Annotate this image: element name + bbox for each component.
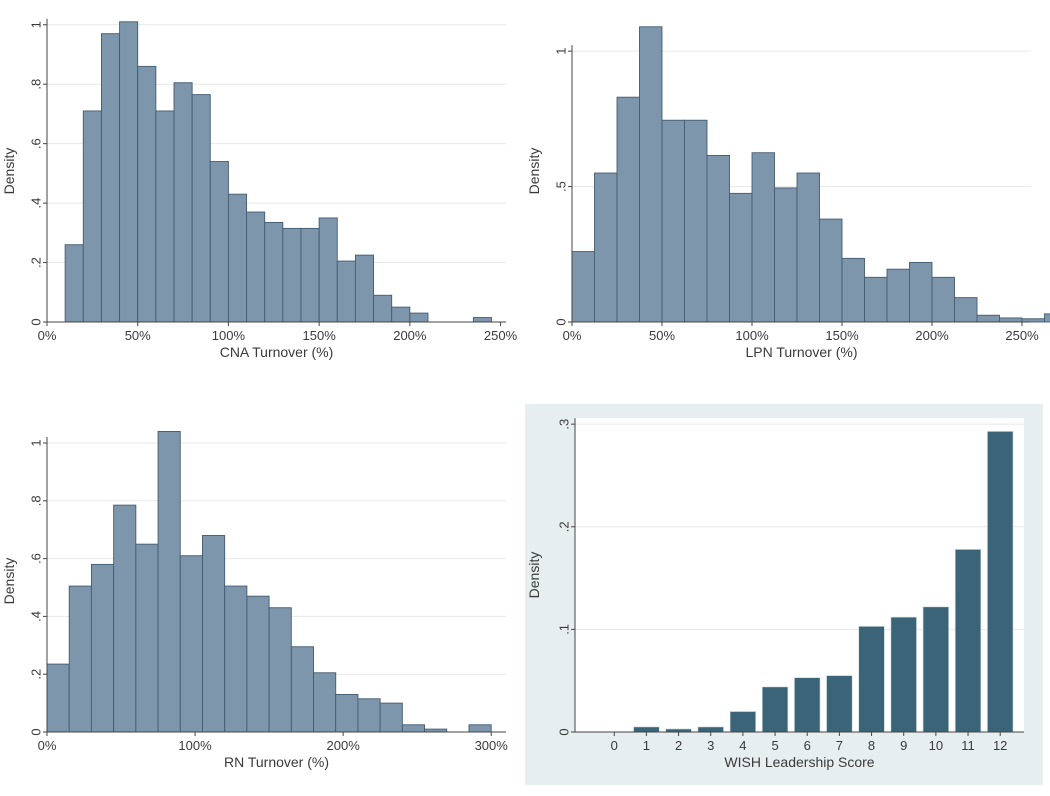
svg-text:0: 0 xyxy=(28,318,43,325)
svg-text:1: 1 xyxy=(28,439,43,446)
svg-text:Density: Density xyxy=(1,558,17,605)
svg-text:WISH Leadership Score: WISH Leadership Score xyxy=(724,754,874,770)
svg-text:0: 0 xyxy=(556,728,571,735)
svg-text:250%: 250% xyxy=(484,328,518,343)
svg-text:11: 11 xyxy=(961,738,975,753)
svg-text:.4: .4 xyxy=(28,198,43,209)
svg-text:0: 0 xyxy=(611,738,618,753)
svg-text:150%: 150% xyxy=(825,328,859,343)
svg-text:200%: 200% xyxy=(327,738,361,753)
svg-text:1: 1 xyxy=(553,48,568,55)
svg-text:5: 5 xyxy=(771,738,778,753)
svg-text:6: 6 xyxy=(804,738,811,753)
svg-text:200%: 200% xyxy=(915,328,949,343)
svg-text:.8: .8 xyxy=(28,79,43,90)
svg-text:9: 9 xyxy=(900,738,907,753)
svg-text:.4: .4 xyxy=(28,611,43,622)
svg-text:LPN Turnover (%): LPN Turnover (%) xyxy=(745,344,857,360)
svg-text:0%: 0% xyxy=(563,328,582,343)
svg-text:0%: 0% xyxy=(38,328,57,343)
svg-text:3: 3 xyxy=(707,738,714,753)
svg-text:10: 10 xyxy=(929,738,943,753)
svg-text:Density: Density xyxy=(1,148,17,195)
svg-text:1: 1 xyxy=(643,738,650,753)
svg-text:Density: Density xyxy=(526,148,542,195)
svg-text:50%: 50% xyxy=(649,328,675,343)
svg-text:.5: .5 xyxy=(553,181,568,192)
svg-text:100%: 100% xyxy=(178,738,212,753)
svg-text:7: 7 xyxy=(836,738,843,753)
svg-text:.6: .6 xyxy=(28,553,43,564)
svg-text:50%: 50% xyxy=(125,328,151,343)
svg-text:.2: .2 xyxy=(28,257,43,268)
svg-text:.2: .2 xyxy=(556,521,571,532)
svg-text:300%: 300% xyxy=(475,738,509,753)
svg-text:200%: 200% xyxy=(393,328,427,343)
svg-text:150%: 150% xyxy=(303,328,337,343)
svg-text:100%: 100% xyxy=(212,328,246,343)
svg-text:250%: 250% xyxy=(1005,328,1039,343)
svg-text:0: 0 xyxy=(553,318,568,325)
svg-text:.1: .1 xyxy=(556,624,571,635)
svg-text:100%: 100% xyxy=(735,328,769,343)
svg-text:RN Turnover (%): RN Turnover (%) xyxy=(224,754,329,770)
svg-text:1: 1 xyxy=(28,21,43,28)
svg-text:CNA Turnover (%): CNA Turnover (%) xyxy=(220,344,334,360)
svg-text:.6: .6 xyxy=(28,138,43,149)
svg-text:4: 4 xyxy=(739,738,746,753)
svg-text:Density: Density xyxy=(526,552,542,599)
svg-text:.3: .3 xyxy=(556,419,571,430)
svg-text:2: 2 xyxy=(675,738,682,753)
svg-text:0%: 0% xyxy=(38,738,57,753)
svg-text:8: 8 xyxy=(868,738,875,753)
svg-text:.2: .2 xyxy=(28,669,43,680)
svg-text:12: 12 xyxy=(993,738,1007,753)
svg-text:.8: .8 xyxy=(28,495,43,506)
svg-text:0: 0 xyxy=(28,728,43,735)
